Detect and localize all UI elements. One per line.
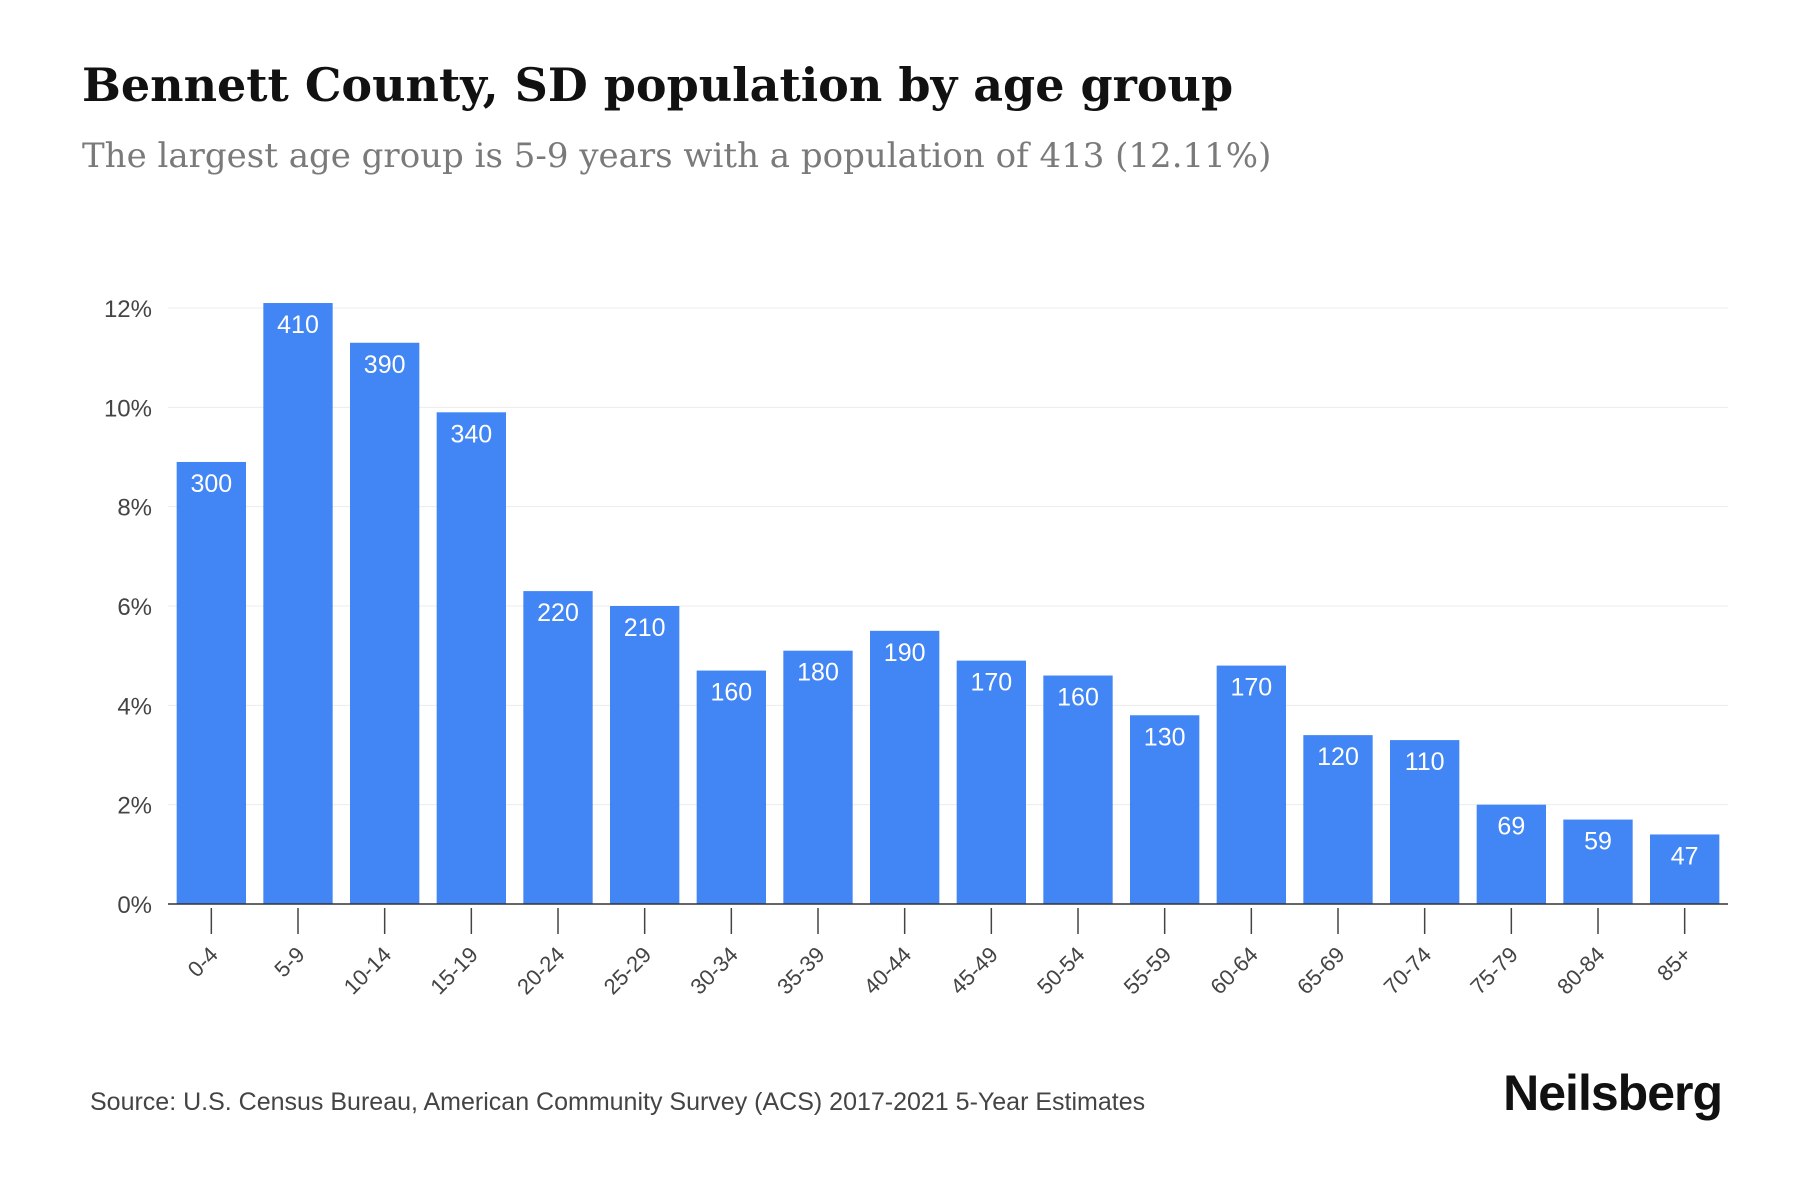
- data-label: 340: [450, 420, 492, 448]
- data-label: 390: [364, 351, 406, 379]
- x-tick-label: 30-34: [685, 942, 742, 999]
- bar: [1390, 740, 1460, 904]
- bar: [610, 606, 680, 904]
- data-label: 59: [1584, 828, 1612, 856]
- data-label: 300: [190, 470, 232, 498]
- x-tick-label: 5-9: [269, 942, 309, 982]
- bar: [956, 660, 1026, 904]
- data-label: 180: [797, 659, 839, 687]
- y-tick-label: 0%: [117, 892, 152, 919]
- bar: [1476, 804, 1546, 904]
- data-label: 47: [1671, 842, 1699, 870]
- bar: [1043, 675, 1113, 904]
- bars: 300 410 390 340 220 210 160 180 190 170 160 130 170 1…: [176, 303, 1720, 904]
- x-tick-label: 70-74: [1379, 942, 1436, 999]
- data-label: 170: [970, 669, 1012, 697]
- bar: [176, 461, 246, 904]
- data-label: 190: [884, 639, 926, 667]
- x-tick-label: 15-19: [425, 942, 482, 999]
- gridlines: [168, 307, 1728, 806]
- x-tick-label: 65-69: [1292, 942, 1349, 999]
- x-tick-label: 85+: [1652, 942, 1696, 986]
- bar: [350, 342, 420, 904]
- bar: [1303, 735, 1373, 904]
- bar: [783, 650, 853, 904]
- x-tick-label: 25-29: [599, 942, 656, 999]
- data-label: 110: [1405, 748, 1445, 776]
- bar: [870, 630, 940, 904]
- y-tick-label: 2%: [117, 793, 152, 820]
- x-axis-ticks: 0-4 5-9 10-14 15-19 20-24 25-29 30-34 35-39 40-4…: [183, 908, 1696, 999]
- x-tick-label: 0-4: [183, 942, 223, 982]
- data-label: 160: [710, 679, 752, 707]
- chart-subtitle: The largest age group is 5-9 years with …: [82, 136, 1272, 176]
- bar: [436, 412, 506, 904]
- y-tick-label: 8%: [117, 495, 152, 522]
- x-tick-label: 80-84: [1552, 942, 1609, 999]
- x-tick-label: 10-14: [339, 942, 396, 999]
- data-label: 210: [624, 614, 666, 642]
- bar: [696, 670, 766, 904]
- y-tick-label: 10%: [104, 395, 152, 422]
- bar: [1563, 819, 1633, 904]
- data-label: 160: [1057, 684, 1099, 712]
- chart-title: Bennett County, SD population by age gro…: [82, 58, 1234, 112]
- data-label: 410: [277, 311, 319, 339]
- bar: [263, 303, 333, 904]
- y-tick-label: 12%: [104, 296, 152, 323]
- bar: [1130, 715, 1200, 904]
- bar: [1216, 665, 1286, 904]
- x-tick-label: 75-79: [1465, 942, 1522, 999]
- x-tick-label: 35-39: [772, 942, 829, 999]
- data-label: 130: [1144, 723, 1186, 751]
- y-tick-label: 6%: [117, 594, 152, 621]
- data-label: 69: [1497, 813, 1525, 841]
- data-label: 120: [1317, 743, 1359, 771]
- x-tick-label: 60-64: [1205, 942, 1262, 999]
- x-tick-label: 20-24: [512, 942, 569, 999]
- bar: [1650, 834, 1720, 904]
- data-label: 170: [1230, 674, 1272, 702]
- y-axis-ticks: 0% 2% 4% 6% 8% 10% 12%: [104, 296, 152, 919]
- y-tick-label: 4%: [117, 693, 152, 720]
- bar: [523, 591, 593, 904]
- brand-logo: Neilsberg: [1503, 1065, 1723, 1121]
- x-tick-label: 55-59: [1119, 942, 1176, 999]
- data-label: 220: [537, 599, 579, 627]
- x-tick-label: 45-49: [945, 942, 1002, 999]
- x-tick-label: 40-44: [859, 942, 916, 999]
- source-note: Source: U.S. Census Bureau, American Com…: [90, 1088, 1146, 1116]
- x-tick-label: 50-54: [1032, 942, 1089, 999]
